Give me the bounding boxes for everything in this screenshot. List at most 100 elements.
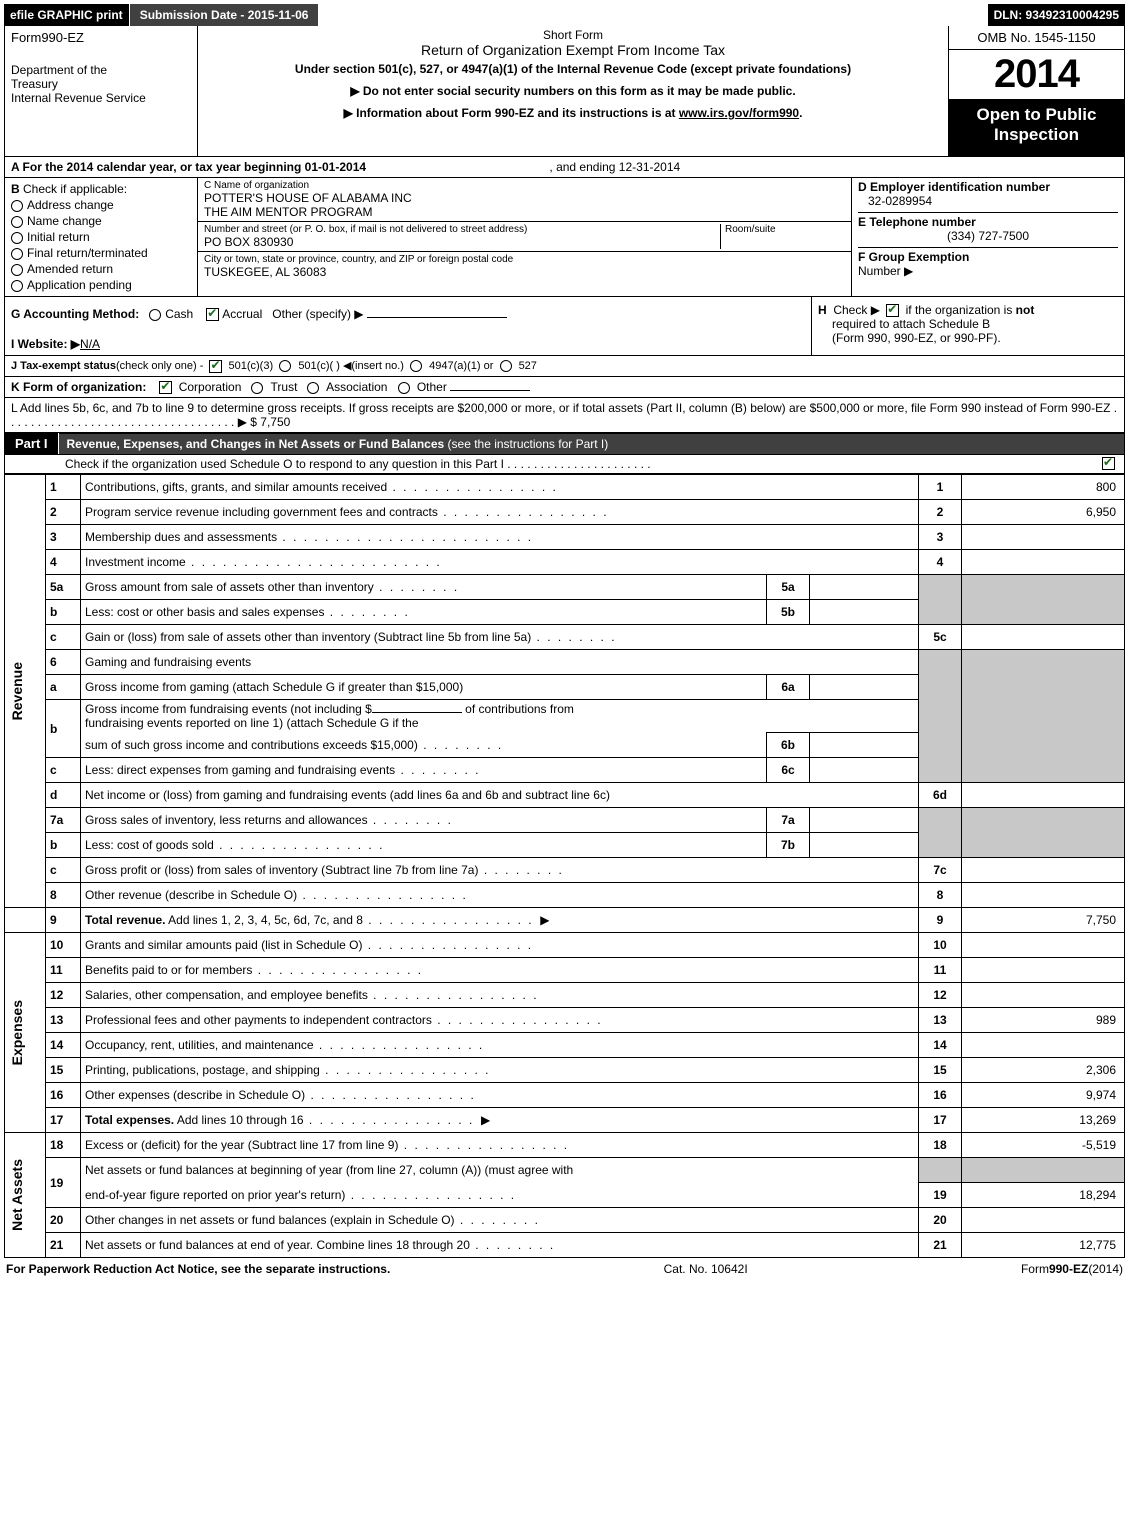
j-small: (check only one) - xyxy=(116,360,206,372)
row-l: L Add lines 5b, 6c, and 7b to line 9 to … xyxy=(4,398,1125,433)
radio-icon[interactable] xyxy=(149,309,161,321)
j-insert: ◀(insert no.) xyxy=(343,360,404,372)
g-label: G Accounting Method: xyxy=(11,307,139,321)
line-value xyxy=(962,550,1125,575)
sub-value xyxy=(810,675,919,700)
line-num: 7a xyxy=(46,808,81,833)
sub-value xyxy=(810,575,919,600)
section-g: G Accounting Method: Cash Accrual Other … xyxy=(5,297,811,355)
amount-blank[interactable] xyxy=(372,712,462,713)
table-row: 19 Net assets or fund balances at beginn… xyxy=(5,1158,1125,1183)
grey-cell xyxy=(919,650,962,783)
block-g-h: G Accounting Method: Cash Accrual Other … xyxy=(4,297,1125,356)
line-ref: 4 xyxy=(919,550,962,575)
open-to-public: Open to Public Inspection xyxy=(949,99,1124,156)
radio-icon[interactable] xyxy=(307,382,319,394)
r6b-t1: Gross income from fundraising events (no… xyxy=(85,702,372,716)
table-row: 9 Total revenue. Add lines 1, 2, 3, 4, 5… xyxy=(5,908,1125,933)
line-value: 7,750 xyxy=(962,908,1125,933)
expenses-side-label: Expenses xyxy=(5,933,46,1133)
checkbox-icon[interactable] xyxy=(209,360,222,373)
checkbox-icon[interactable] xyxy=(206,308,219,321)
efile-label: efile GRAPHIC print xyxy=(4,4,129,26)
line-num: 2 xyxy=(46,500,81,525)
line-num: 17 xyxy=(46,1108,81,1133)
form-number-text: Form990-EZ xyxy=(11,30,84,45)
line-desc: Membership dues and assessments xyxy=(81,525,919,550)
table-row: 4 Investment income 4 xyxy=(5,550,1125,575)
j-4947: 4947(a)(1) or xyxy=(429,360,493,372)
k-trust: Trust xyxy=(271,380,298,394)
city-label: City or town, state or province, country… xyxy=(204,254,845,265)
form-number: Form990-EZ xyxy=(11,30,191,45)
b-sub: Check if applicable: xyxy=(23,182,127,196)
line-num: 19 xyxy=(46,1158,81,1208)
radio-icon[interactable] xyxy=(398,382,410,394)
line-num: 3 xyxy=(46,525,81,550)
radio-icon xyxy=(11,248,23,260)
radio-icon xyxy=(11,200,23,212)
opt-initial-return[interactable]: Initial return xyxy=(11,230,191,244)
h-text3: required to attach Schedule B xyxy=(832,317,1118,331)
g-accrual: Accrual xyxy=(222,307,262,321)
ein-value: 32-0289954 xyxy=(868,194,1118,208)
part-1-sub: Check if the organization used Schedule … xyxy=(4,455,1125,474)
r6b-t2: of contributions from xyxy=(465,702,574,716)
line-desc: Salaries, other compensation, and employ… xyxy=(81,983,919,1008)
line-num: 4 xyxy=(46,550,81,575)
f-label2: Number ▶ xyxy=(858,264,913,278)
line-desc: Net assets or fund balances at beginning… xyxy=(81,1158,919,1183)
line-ref: 20 xyxy=(919,1208,962,1233)
line-num: c xyxy=(46,858,81,883)
row-a: A For the 2014 calendar year, or tax yea… xyxy=(4,157,1125,178)
h-not: not xyxy=(1016,303,1035,317)
opt-application-pending[interactable]: Application pending xyxy=(11,278,191,292)
opt-label: Address change xyxy=(27,198,114,212)
radio-icon[interactable] xyxy=(500,360,512,372)
grey-cell xyxy=(919,808,962,858)
checkbox-icon[interactable] xyxy=(159,381,172,394)
line-desc: Contributions, gifts, grants, and simila… xyxy=(81,475,919,500)
line-num: 21 xyxy=(46,1233,81,1258)
radio-icon[interactable] xyxy=(251,382,263,394)
checkbox-icon[interactable] xyxy=(1102,457,1115,470)
line-desc: Other expenses (describe in Schedule O) xyxy=(81,1083,919,1108)
radio-icon[interactable] xyxy=(279,360,291,372)
top-bar: efile GRAPHIC print Submission Date - 20… xyxy=(4,4,1125,26)
line-value xyxy=(962,933,1125,958)
g-cash: Cash xyxy=(165,307,193,321)
org-name-1: POTTER'S HOUSE OF ALABAMA INC xyxy=(204,191,845,205)
grey-cell xyxy=(962,1158,1125,1183)
radio-icon xyxy=(11,216,23,228)
e-label: E Telephone number xyxy=(858,215,976,229)
line-value xyxy=(962,858,1125,883)
g-other-blank[interactable] xyxy=(367,317,507,318)
grey-cell xyxy=(919,1158,962,1183)
addr-value: PO BOX 830930 xyxy=(204,235,720,249)
submission-date: Submission Date - 2015-11-06 xyxy=(129,4,319,26)
org-name-row: C Name of organization POTTER'S HOUSE OF… xyxy=(198,178,851,222)
line-num: d xyxy=(46,783,81,808)
table-row: 11 Benefits paid to or for members 11 xyxy=(5,958,1125,983)
opt-final-return[interactable]: Final return/terminated xyxy=(11,246,191,260)
k-other-blank[interactable] xyxy=(450,390,530,391)
opt-name-change[interactable]: Name change xyxy=(11,214,191,228)
line-num: 11 xyxy=(46,958,81,983)
checkbox-icon[interactable] xyxy=(886,304,899,317)
k-other: Other xyxy=(417,380,447,394)
j-501c3: 501(c)(3) xyxy=(229,360,274,372)
opt-address-change[interactable]: Address change xyxy=(11,198,191,212)
line-desc: Other revenue (describe in Schedule O) xyxy=(81,883,919,908)
line-desc: Occupancy, rent, utilities, and maintena… xyxy=(81,1033,919,1058)
radio-icon[interactable] xyxy=(410,360,422,372)
sub-value xyxy=(810,833,919,858)
line-desc: Gross income from fundraising events (no… xyxy=(81,700,919,733)
opt-amended-return[interactable]: Amended return xyxy=(11,262,191,276)
line-desc: Gross income from gaming (attach Schedul… xyxy=(81,675,767,700)
net-assets-side-label: Net Assets xyxy=(5,1133,46,1258)
d-block: D Employer identification number 32-0289… xyxy=(858,180,1118,208)
table-row: Revenue 1 Contributions, gifts, grants, … xyxy=(5,475,1125,500)
irs-link[interactable]: www.irs.gov/form990 xyxy=(679,106,799,120)
table-row: c Gross profit or (loss) from sales of i… xyxy=(5,858,1125,883)
line-ref: 15 xyxy=(919,1058,962,1083)
